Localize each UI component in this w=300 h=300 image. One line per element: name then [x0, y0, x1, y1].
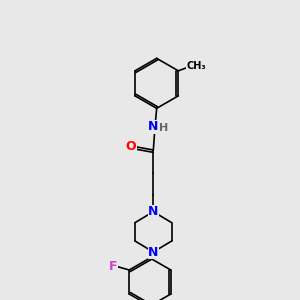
Text: N: N [148, 205, 158, 218]
Text: N: N [148, 120, 158, 133]
Text: F: F [109, 260, 118, 273]
Text: H: H [159, 123, 168, 133]
Text: O: O [126, 140, 136, 153]
Text: CH₃: CH₃ [187, 61, 206, 71]
Text: N: N [148, 245, 158, 259]
